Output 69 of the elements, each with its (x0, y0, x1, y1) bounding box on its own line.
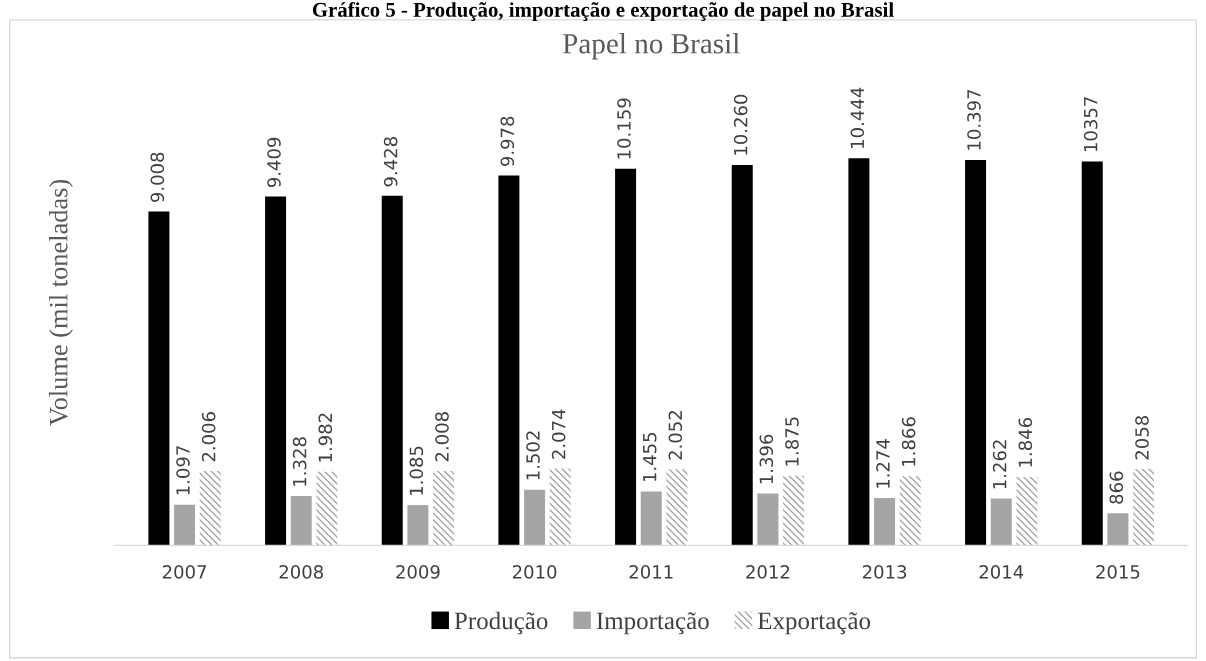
bar (1016, 476, 1038, 546)
bar (783, 475, 805, 546)
data-label: 10.397 (967, 89, 981, 150)
bar (731, 165, 753, 546)
bar (433, 470, 455, 546)
x-tick-label: 2010 (512, 565, 557, 579)
data-label: 1.085 (409, 446, 424, 495)
bar (265, 196, 287, 546)
bar (290, 496, 312, 546)
data-label: 9.008 (150, 152, 165, 202)
text: Gráfico 5 - Produção, importação e exportação de papel no Brasil (312, 1, 894, 22)
bar (666, 469, 688, 546)
bar (148, 211, 170, 546)
data-label: 10.444 (850, 87, 865, 148)
data-label: 1.875 (785, 417, 799, 466)
data-label: 10.260 (733, 94, 748, 155)
bar (990, 498, 1012, 546)
data-label: 1.328 (292, 437, 307, 486)
data-label: 9.978 (500, 116, 515, 167)
legend-label: Exportação (757, 612, 871, 635)
legend-label: Importação (596, 612, 709, 635)
data-label: 1.097 (176, 446, 190, 495)
bar (848, 158, 870, 546)
data-label: 866 (1109, 471, 1124, 504)
bar (899, 476, 921, 546)
data-label: 1.982 (318, 413, 333, 462)
bar (757, 493, 779, 546)
x-tick-label: 2015 (1096, 565, 1140, 579)
bar (1081, 161, 1103, 546)
chart-title: Papel no Brasil (562, 33, 740, 60)
data-label: 2058 (1135, 415, 1149, 460)
data-label: 2.052 (668, 411, 683, 460)
bar (381, 195, 403, 546)
bar (498, 175, 520, 546)
bar (549, 468, 571, 546)
data-label: 1.846 (1018, 418, 1033, 467)
bar (874, 498, 896, 546)
data-label: 9.409 (267, 137, 281, 188)
data-label: 1.262 (992, 440, 1007, 489)
bar (524, 489, 546, 546)
y-axis-title: Volume (mil toneladas) (48, 179, 73, 426)
data-label: 10.159 (617, 98, 631, 159)
data-label: 1.455 (643, 432, 657, 482)
data-label: 2.008 (435, 412, 449, 462)
x-tick-label: 2009 (396, 565, 440, 579)
x-tick-label: 2007 (162, 565, 206, 579)
bar (1107, 513, 1129, 546)
x-tick-label: 2014 (979, 565, 1024, 579)
bar (965, 159, 987, 546)
bar (407, 505, 429, 546)
x-tick-label: 2011 (629, 565, 673, 579)
bar (640, 491, 662, 546)
bar (316, 471, 338, 546)
data-label: 1.502 (526, 431, 540, 480)
x-tick-label: 2008 (279, 565, 323, 579)
data-label: 1.274 (876, 439, 890, 488)
x-tick-label: 2012 (746, 565, 790, 579)
data-label: 2.006 (201, 412, 216, 462)
bar (1133, 469, 1155, 546)
bar (174, 504, 196, 546)
data-label: 1.396 (759, 434, 774, 484)
data-label: 2.074 (551, 409, 566, 459)
bar (615, 168, 637, 546)
data-label: 1.866 (901, 417, 916, 466)
legend-label: Produção (454, 611, 548, 635)
data-label: 10357 (1083, 97, 1098, 152)
x-tick-label: 2013 (862, 565, 907, 579)
data-label: 9.428 (383, 137, 398, 187)
bar (199, 470, 221, 546)
